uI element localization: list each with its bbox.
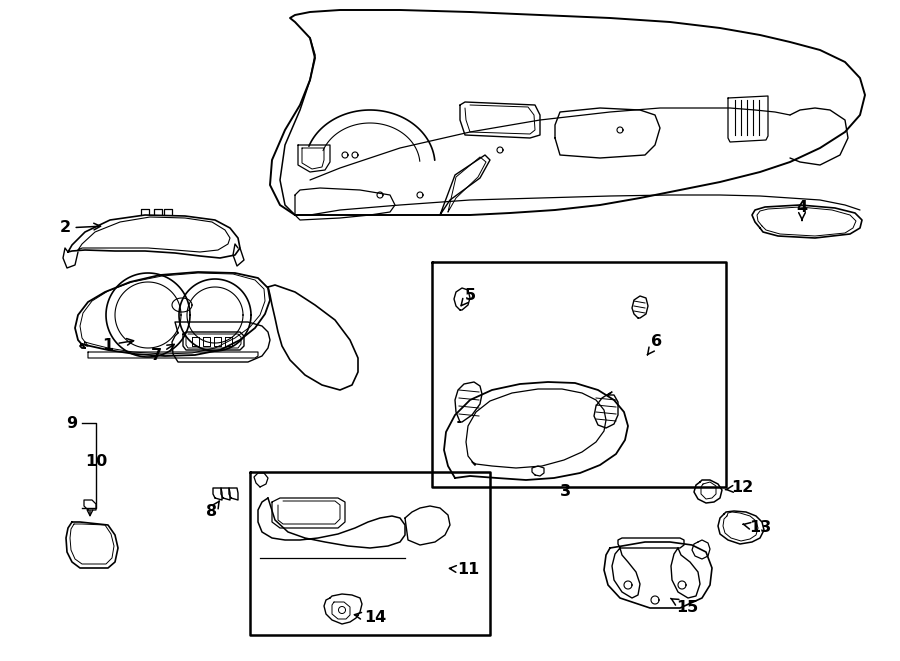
Text: 15: 15 bbox=[670, 598, 698, 615]
Text: 3: 3 bbox=[560, 485, 571, 500]
Text: 7: 7 bbox=[150, 344, 175, 364]
Text: 12: 12 bbox=[725, 481, 753, 496]
Text: 14: 14 bbox=[355, 611, 386, 625]
Text: 11: 11 bbox=[449, 563, 479, 578]
Text: 8: 8 bbox=[206, 501, 220, 520]
Text: 5: 5 bbox=[461, 288, 475, 306]
Text: 13: 13 bbox=[743, 520, 771, 535]
Text: 1: 1 bbox=[103, 338, 133, 352]
Text: 6: 6 bbox=[647, 334, 662, 355]
Text: 10: 10 bbox=[85, 455, 107, 469]
Text: 9: 9 bbox=[67, 416, 77, 430]
Text: 2: 2 bbox=[59, 221, 101, 235]
Text: 4: 4 bbox=[796, 200, 807, 220]
